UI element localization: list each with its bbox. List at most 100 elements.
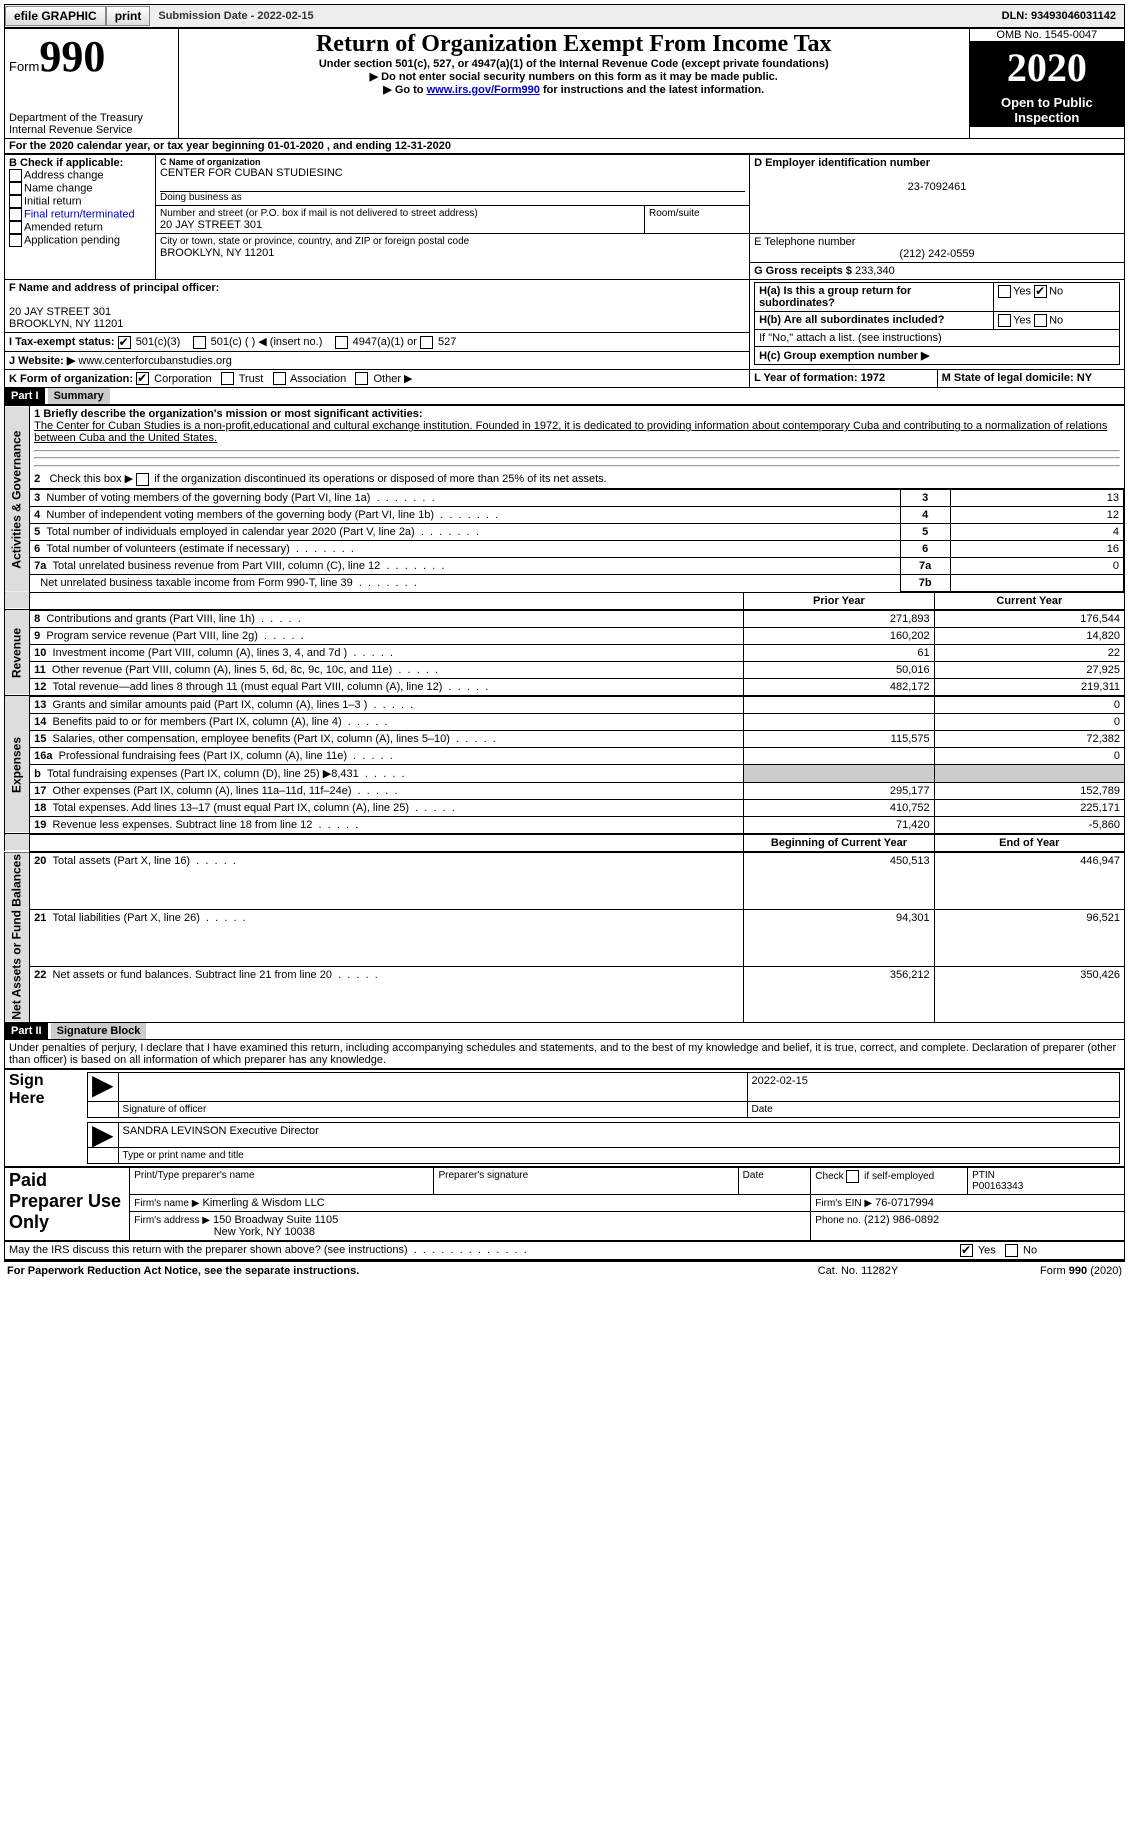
c-name-label: C Name of organization [160, 157, 745, 167]
k-trust-cb[interactable] [221, 372, 234, 385]
section-b-label: B Check if applicable: [9, 157, 151, 169]
room-label: Room/suite [644, 206, 749, 233]
firm-phone: (212) 986-0892 [864, 1214, 939, 1226]
q2-text: 2 Check this box ▶ if the organization d… [34, 472, 1120, 486]
firm-ein: 76-0717994 [875, 1197, 934, 1209]
cb-application-pending[interactable]: Application pending [9, 234, 151, 247]
org-name: CENTER FOR CUBAN STUDIESINC [160, 167, 745, 179]
k-other-cb[interactable] [355, 372, 368, 385]
website-value: www.centerforcubanstudies.org [78, 355, 231, 367]
financial-row: 17 Other expenses (Part IX, column (A), … [5, 782, 1125, 799]
summary-line: 5 Total number of individuals employed i… [30, 523, 1123, 540]
firm-addr1: 150 Broadway Suite 1105 [213, 1214, 338, 1226]
end-year-header: End of Year [934, 834, 1124, 851]
cb-final-return[interactable]: Final return/terminated [9, 208, 151, 221]
financial-row: 14 Benefits paid to or for members (Part… [5, 713, 1125, 730]
instructions-link[interactable]: www.irs.gov/Form990 [427, 84, 540, 96]
firm-name-label: Firm's name ▶ [134, 1198, 199, 1209]
financial-row: Revenue8 Contributions and grants (Part … [5, 610, 1125, 627]
dln-label: DLN: 93493046031142 [994, 10, 1124, 22]
open-to-public: Open to Public Inspection [970, 93, 1124, 127]
k-assoc-cb[interactable] [273, 372, 286, 385]
hb-note: If "No," attach a list. (see instruction… [755, 330, 1120, 347]
ptin-value: P00163343 [972, 1181, 1023, 1192]
q1-text: The Center for Cuban Studies is a non-pr… [34, 420, 1120, 444]
ein-value: 23-7092461 [754, 181, 1120, 193]
j-label: J Website: ▶ [9, 355, 75, 367]
footer-row: For Paperwork Reduction Act Notice, see … [4, 1260, 1125, 1280]
sig-arrow2-icon: ▶ [88, 1123, 119, 1148]
firm-addr-label: Firm's address ▶ [134, 1215, 210, 1226]
k-corp-cb[interactable] [136, 372, 149, 385]
cb-amended-return[interactable]: Amended return [9, 221, 151, 234]
hb-label: H(b) Are all subordinates included? [759, 314, 944, 326]
i-501c-cb[interactable] [193, 336, 206, 349]
q1-label: 1 Briefly describe the organization's mi… [34, 408, 1120, 420]
sig-officer-label: Signature of officer [118, 1102, 747, 1118]
note2-pre: ▶ Go to [383, 84, 426, 96]
cb-name-change[interactable]: Name change [9, 182, 151, 195]
part1-title: Summary [48, 388, 110, 404]
financial-row: Expenses13 Grants and similar amounts pa… [5, 696, 1125, 713]
part2-title: Signature Block [51, 1023, 147, 1039]
hb-yes-cb[interactable] [998, 314, 1011, 327]
firm-name: Kimerling & Wisdom LLC [202, 1197, 324, 1209]
signature-table: Sign Here ▶ 2022-02-15 Signature of offi… [4, 1069, 1125, 1167]
firm-addr2: New York, NY 10038 [214, 1226, 315, 1238]
side-label: Revenue [5, 610, 30, 695]
firm-ein-label: Firm's EIN ▶ [815, 1198, 872, 1209]
financial-row: 16a Professional fundraising fees (Part … [5, 747, 1125, 764]
hb-no-cb[interactable] [1034, 314, 1047, 327]
summary-line: 7a Total unrelated business revenue from… [30, 557, 1123, 574]
k-label: K Form of organization: [9, 373, 133, 385]
current-year-header: Current Year [934, 592, 1124, 609]
financial-row: 12 Total revenue—add lines 8 through 11 … [5, 678, 1125, 695]
ptin-label: PTIN [972, 1170, 995, 1181]
cb-initial-return[interactable]: Initial return [9, 195, 151, 208]
ha-yes-cb[interactable] [998, 285, 1011, 298]
cb-address-change[interactable]: Address change [9, 169, 151, 182]
cat-no: Cat. No. 11282Y [757, 1264, 959, 1278]
g-value: 233,340 [855, 265, 895, 277]
self-employed-cb[interactable]: Check if self-employed [811, 1168, 968, 1195]
form-title: Return of Organization Exempt From Incom… [183, 31, 965, 58]
netassets-header-table: Beginning of Current Year End of Year [4, 834, 1125, 852]
irs-no-cb[interactable] [1005, 1244, 1018, 1257]
form-label: Form [9, 59, 39, 74]
part1-label: Part I [5, 388, 45, 404]
financial-row: 19 Revenue less expenses. Subtract line … [5, 816, 1125, 833]
irs-discuss-row: May the IRS discuss this return with the… [4, 1241, 1125, 1260]
i-4947-cb[interactable] [335, 336, 348, 349]
summary-table: Activities & Governance 1 Briefly descri… [4, 405, 1125, 610]
financial-row: 22 Net assets or fund balances. Subtract… [5, 966, 1125, 1023]
side-label: Expenses [5, 696, 30, 833]
begin-year-header: Beginning of Current Year [744, 834, 934, 851]
declaration: Under penalties of perjury, I declare th… [4, 1040, 1125, 1069]
financial-row: 11 Other revenue (Part VIII, column (A),… [5, 661, 1125, 678]
city-value: BROOKLYN, NY 11201 [160, 247, 745, 259]
financial-row: Net Assets or Fund Balances20 Total asse… [5, 852, 1125, 909]
summary-line: 4 Number of independent voting members o… [30, 506, 1123, 523]
l-label: L Year of formation: 1972 [754, 372, 885, 384]
irs-yes-cb[interactable] [960, 1244, 973, 1257]
print-button[interactable]: print [106, 6, 151, 26]
preparer-table: Paid Preparer Use Only Print/Type prepar… [4, 1167, 1125, 1241]
dept-label: Department of the Treasury Internal Reve… [9, 112, 174, 136]
expenses-table: Expenses13 Grants and similar amounts pa… [4, 696, 1125, 834]
i-501c3-cb[interactable] [118, 336, 131, 349]
m-label: M State of legal domicile: NY [942, 372, 1092, 384]
q2-cb[interactable] [136, 473, 149, 486]
part2-header-bar: Part II Signature Block [4, 1023, 1125, 1040]
note-goto: ▶ Go to www.irs.gov/Form990 for instruct… [183, 83, 965, 96]
print-preparer-label: Print/Type preparer's name [130, 1168, 434, 1195]
sig-arrow-icon: ▶ [88, 1073, 119, 1102]
may-irs-text: May the IRS discuss this return with the… [9, 1244, 408, 1256]
phone-value: (212) 242-0559 [754, 248, 1120, 260]
street-value: 20 JAY STREET 301 [160, 219, 640, 231]
e-phone-label: E Telephone number [754, 236, 1120, 248]
submission-date: Submission Date - 2022-02-15 [150, 10, 321, 22]
ha-no-cb[interactable] [1034, 285, 1047, 298]
entity-info-table: B Check if applicable: Address change Na… [4, 154, 1125, 388]
efile-graphic-button[interactable]: efile GRAPHIC [5, 6, 106, 26]
i-527-cb[interactable] [420, 336, 433, 349]
